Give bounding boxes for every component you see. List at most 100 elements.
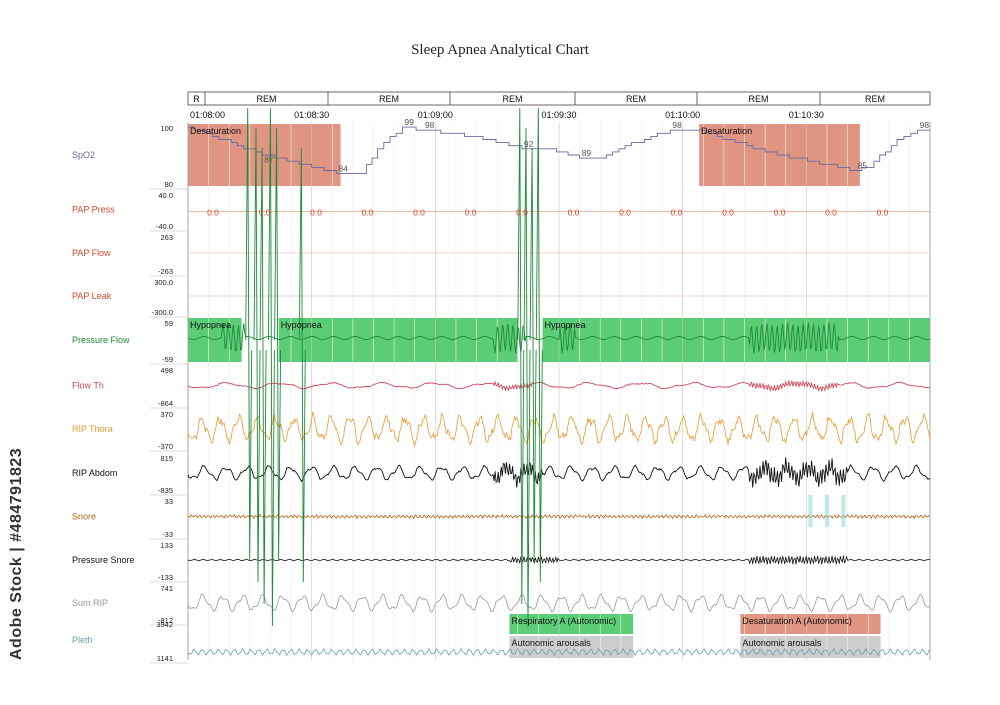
artifact-spike — [274, 127, 282, 561]
event-box — [740, 614, 881, 634]
event-label: Autonomic arousals — [512, 638, 592, 648]
channel-scale-min: -133 — [158, 573, 173, 582]
snore-marker — [841, 495, 846, 527]
event-box — [188, 318, 242, 362]
pap-press-value: 0.0 — [362, 208, 374, 218]
stage-label: REM — [749, 94, 769, 104]
artifact-spike — [267, 107, 275, 627]
stage-label: REM — [865, 94, 885, 104]
trace-flow-th — [187, 379, 931, 393]
event-box — [509, 614, 634, 634]
spo2-value-label: 99 — [404, 117, 414, 127]
event-label: Hypopnea — [190, 320, 231, 330]
pap-press-value: 0.0 — [259, 208, 271, 218]
trace-pleth — [187, 647, 931, 657]
channel-name: Sum RIP — [72, 598, 108, 608]
channel-scale-max: 370 — [160, 410, 173, 419]
trace-layer — [187, 107, 931, 657]
trace-rip-thora — [187, 410, 931, 447]
time-tick-label: 01:09:30 — [541, 110, 576, 120]
event-label: Desaturation A (Autonomic) — [742, 616, 852, 626]
pap-press-value: 0.0 — [310, 208, 322, 218]
spo2-value-label: 87 — [264, 154, 274, 164]
spo2-value-label: 98 — [425, 120, 435, 130]
event-box — [278, 318, 518, 362]
annotation-layer: Desaturation Desaturation Hypopnea Hypopnea… — [190, 117, 929, 648]
event-label: Autonomic arousals — [742, 638, 822, 648]
spo2-value-label: 98 — [672, 120, 682, 130]
pap-press-value: 0.0 — [207, 208, 219, 218]
channel-scale-max: 498 — [160, 366, 173, 375]
pap-press-value: 0.0 — [671, 208, 683, 218]
event-label: Hypopnea — [281, 320, 322, 330]
channel-scale-max: 741 — [160, 584, 173, 593]
pap-press-value: 0.0 — [877, 208, 889, 218]
channel-scale-min: -40.0 — [156, 222, 173, 231]
channel-scale-min: -300.0 — [152, 308, 173, 317]
chart-title: Sleep Apnea Analytical Chart — [411, 42, 589, 58]
stage-row-frame — [187, 91, 931, 106]
channel-labels: SpO2 100 80 PAP Press 40.0 -40.0 PAP Flow 263 -2… — [72, 124, 188, 664]
spo2-value-label: 89 — [582, 148, 592, 158]
trace-snore — [187, 513, 931, 520]
channel-scale-max: 40.0 — [158, 191, 173, 200]
channel-scale-max: 133 — [160, 541, 173, 550]
channel-name: Pleth — [72, 635, 93, 645]
channel-name: Pressure Flow — [72, 335, 130, 345]
stage-label: REM — [626, 94, 646, 104]
channel-scale-max: 3942 — [156, 620, 173, 629]
channel-scale-max: 33 — [165, 497, 173, 506]
channel-name: Flow Th — [72, 381, 104, 391]
channel-scale-min: -812 — [158, 616, 173, 625]
spo2-value-label: 85 — [858, 161, 868, 171]
channel-name: Snore — [72, 512, 96, 522]
snore-marker — [808, 495, 813, 527]
trace-pressure-flow — [187, 322, 931, 354]
artifact-spike — [245, 107, 253, 561]
channel-scale-min: -864 — [158, 399, 173, 408]
stage-label: R — [193, 94, 200, 104]
stage-label: REM — [503, 94, 523, 104]
trace-sum-rip — [187, 593, 931, 613]
pap-press-value: 0.0 — [568, 208, 580, 218]
artifact-spike — [298, 147, 306, 583]
channel-name: RIP Thora — [72, 424, 113, 434]
time-tick-label: 01:09:00 — [418, 110, 453, 120]
pap-press-value: 0.0 — [774, 208, 786, 218]
channel-scale-min: 1141 — [157, 654, 173, 663]
channel-name: SpO2 — [72, 150, 95, 160]
event-label: Desaturation — [190, 126, 241, 136]
channel-name: PAP Press — [72, 205, 115, 215]
channel-scale-min: -370 — [158, 442, 173, 451]
channel-scale-max: 815 — [160, 454, 173, 463]
snore-marker — [824, 495, 829, 527]
pap-press-value: 0.0 — [516, 208, 528, 218]
event-box — [740, 636, 881, 658]
channel-scale-min: -59 — [162, 355, 173, 364]
artifact-spike — [535, 107, 543, 583]
channel-scale-min: -33 — [162, 530, 173, 539]
stage-header: R REM REM REM REM REM REM 01:08:00 01:08:30 01:09… — [187, 91, 931, 120]
event-layer — [188, 124, 930, 658]
artifact-spike — [517, 107, 525, 605]
event-box — [542, 318, 930, 362]
stage-label: REM — [257, 94, 277, 104]
channel-scale-min: 80 — [165, 180, 173, 189]
spo2-value-label: 98 — [920, 120, 930, 130]
time-tick-label: 01:08:30 — [294, 110, 329, 120]
time-tick-label: 01:10:30 — [789, 110, 824, 120]
event-label: Desaturation — [701, 126, 752, 136]
channel-scale-min: -835 — [158, 486, 173, 495]
channel-scale-max: 300.0 — [154, 278, 173, 287]
channel-name: PAP Flow — [72, 248, 111, 258]
trace-rip-abdom — [187, 457, 931, 488]
artifact-spike — [253, 127, 261, 583]
time-tick-label: 01:08:00 — [190, 110, 225, 120]
stage-label: REM — [379, 94, 399, 104]
event-label: Hypopnea — [545, 320, 586, 330]
channel-name: Pressure Snore — [72, 555, 135, 565]
event-label: Respiratory A (Autonomic) — [512, 616, 617, 626]
spo2-value-label: 84 — [338, 164, 348, 174]
artifact-spike — [529, 147, 537, 561]
